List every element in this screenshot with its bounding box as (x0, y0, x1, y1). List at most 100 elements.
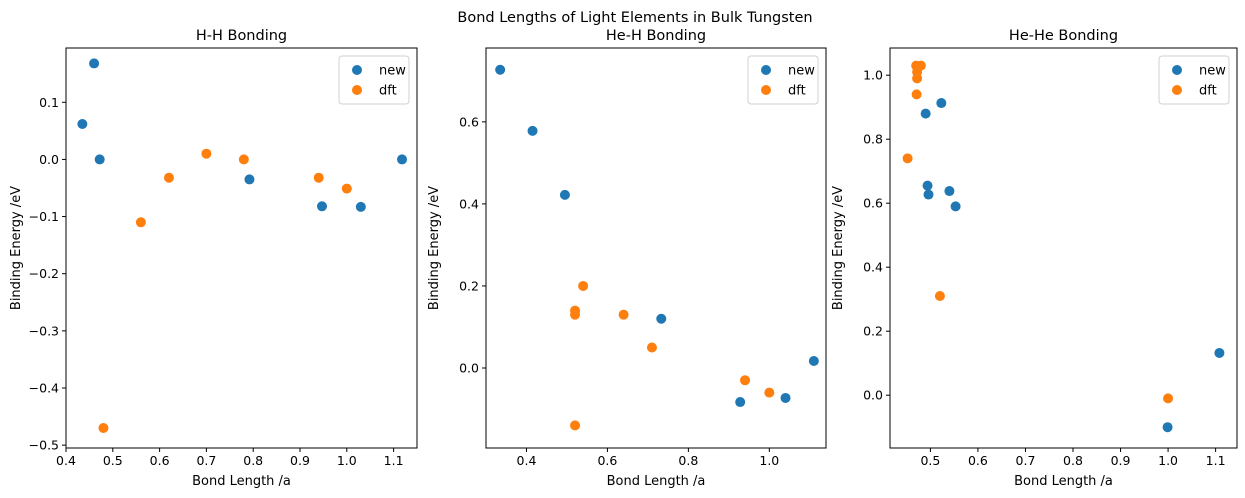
y-tick-label: −0.5 (29, 438, 59, 453)
plot-frame (889, 47, 1238, 449)
x-tick-label: 0.8 (243, 453, 263, 468)
data-point-dft (98, 423, 109, 433)
data-point-dft (135, 217, 146, 228)
y-tick-label: 1.0 (863, 68, 883, 83)
data-point-new (527, 125, 538, 136)
data-point-dft (912, 73, 923, 84)
plot-frame (485, 47, 827, 449)
data-point-new (316, 201, 327, 212)
x-tick-label: 0.4 (56, 453, 76, 468)
data-point-new (77, 119, 88, 129)
data-point-dft (915, 60, 926, 71)
data-point-dft (1163, 393, 1174, 404)
data-point-new (808, 356, 819, 367)
data-point-dft (934, 291, 945, 301)
y-tick-label: 0.6 (863, 196, 883, 211)
legend: new dft (1158, 55, 1230, 105)
data-point-dft (578, 280, 589, 291)
x-tick-label: 0.7 (1016, 453, 1036, 468)
legend-marker-dft (352, 85, 362, 95)
panel-title: H-H Bonding (196, 28, 287, 44)
legend-label-dft: dft (379, 84, 397, 99)
y-axis-label: Binding Energy /eV (9, 186, 24, 310)
x-tick-label: 1.1 (1206, 453, 1226, 468)
legend-marker-new (761, 65, 771, 75)
legend-label-dft: dft (1199, 84, 1217, 99)
data-point-new (920, 108, 931, 119)
x-axis-label: Bond Length /a (607, 474, 706, 489)
y-tick-label: 0.0 (39, 152, 59, 167)
data-point-new (355, 201, 366, 212)
x-tick-label: 0.9 (290, 453, 310, 468)
data-point-new (923, 189, 934, 200)
x-tick-label: 0.5 (920, 453, 940, 468)
legend-marker-dft (1172, 85, 1182, 95)
y-tick-label: −0.4 (29, 381, 59, 396)
y-axis-label: Binding Energy /eV (831, 186, 846, 310)
x-tick-label: 0.5 (103, 453, 123, 468)
x-tick-label: 1.0 (1158, 453, 1178, 468)
x-tick-label: 0.6 (597, 453, 617, 468)
data-point-new (735, 397, 746, 408)
y-tick-label: 0.2 (863, 324, 883, 339)
legend-label-new: new (788, 64, 815, 79)
data-point-dft (740, 375, 751, 386)
data-point-new (950, 201, 961, 212)
data-point-new (397, 154, 408, 165)
y-axis-label: Binding Energy /eV (427, 186, 442, 310)
y-tick-label: 0.4 (459, 196, 479, 211)
x-tick-label: 0.6 (968, 453, 988, 468)
data-point-dft (341, 183, 352, 194)
x-tick-label: 1.0 (759, 453, 779, 468)
data-point-dft (902, 153, 913, 164)
x-tick-label: 0.8 (1063, 453, 1083, 468)
legend: new dft (338, 55, 410, 105)
x-tick-label: 0.8 (678, 453, 698, 468)
data-point-new (495, 64, 506, 75)
x-axis-label: Bond Length /a (1014, 474, 1113, 489)
y-tick-label: −0.1 (29, 209, 59, 224)
y-tick-label: 0.1 (39, 95, 59, 110)
data-point-new (559, 189, 570, 200)
legend-marker-new (1172, 65, 1182, 75)
y-tick-label: 0.8 (863, 132, 883, 147)
legend-label-dft: dft (788, 84, 806, 99)
data-point-dft (238, 154, 249, 165)
x-axis-label: Bond Length /a (192, 474, 291, 489)
panel-title: He-H Bonding (606, 28, 706, 44)
legend-marker-new (352, 65, 362, 75)
x-tick-label: 0.7 (196, 453, 216, 468)
data-point-dft (618, 309, 629, 320)
data-point-new (1162, 422, 1173, 433)
legend: new dft (747, 55, 819, 105)
legend-label-new: new (379, 64, 406, 79)
panel-1: H-H Bonding 0.4 0.5 0.6 0.7 0.8 0.9 1.0 1.1 −0.5 −… (9, 28, 418, 489)
data-point-new (656, 313, 667, 324)
plot-frame (65, 47, 418, 449)
data-point-dft (646, 342, 657, 353)
data-point-dft (201, 148, 212, 159)
data-point-new (89, 58, 100, 69)
data-point-dft (163, 172, 174, 183)
x-tick-label: 1.0 (337, 453, 357, 468)
data-point-new (244, 174, 255, 185)
y-tick-label: −0.3 (29, 323, 59, 338)
x-tick-label: 0.4 (517, 453, 537, 468)
legend-label-new: new (1199, 64, 1226, 79)
data-point-new (922, 180, 933, 191)
x-tick-label: 0.6 (150, 453, 170, 468)
data-point-new (1214, 347, 1225, 358)
panel-title: He-He Bonding (1009, 28, 1118, 44)
data-point-new (94, 154, 105, 165)
data-point-new (936, 98, 947, 109)
y-tick-label: 0.0 (863, 388, 883, 403)
data-point-dft (764, 387, 775, 398)
x-tick-label: 1.1 (384, 453, 404, 468)
data-point-new (780, 392, 791, 403)
data-point-dft (570, 420, 581, 431)
y-tick-label: −0.2 (29, 266, 59, 281)
legend-marker-dft (761, 85, 771, 95)
data-point-dft (570, 309, 581, 320)
data-point-dft (313, 172, 324, 183)
